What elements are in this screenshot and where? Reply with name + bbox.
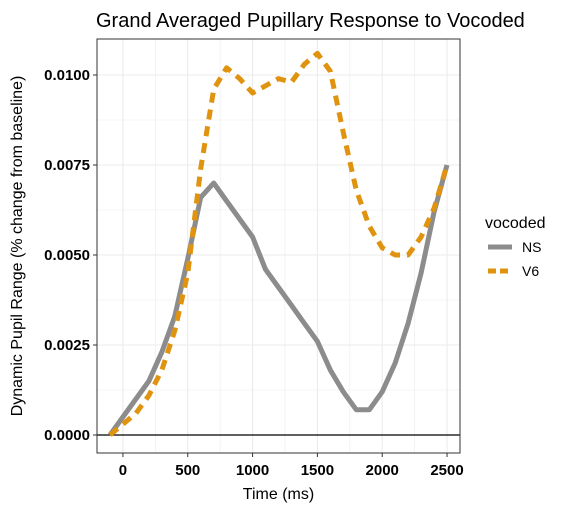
legend-title: vocoded (485, 215, 546, 232)
series-line-ns (107, 164, 450, 437)
y-tick-label: 0.0050 (44, 247, 90, 264)
legend: vocoded NS V6 (485, 215, 546, 279)
series-lines (107, 50, 450, 437)
x-tick-label: 500 (175, 462, 200, 479)
chart-title: Grand Averaged Pupillary Response to Voc… (96, 10, 525, 32)
x-tick-label: 0 (119, 462, 127, 479)
legend-label-v6: V6 (522, 263, 539, 279)
axis-ticks: 0 500 1000 1500 2000 2500 0.0000 0.0025 0.0050 0.… (44, 67, 464, 479)
y-tick-label: 0.0025 (44, 337, 90, 354)
grid-lines (97, 39, 460, 453)
series-line-v6 (108, 50, 450, 437)
y-axis-label: Dynamic Pupil Range (% change from basel… (9, 76, 26, 417)
x-tick-label: 2000 (366, 462, 399, 479)
y-tick-label: 0.0100 (44, 67, 90, 84)
y-tick-label: 0.0075 (44, 157, 90, 174)
x-tick-label: 2500 (430, 462, 463, 479)
y-tick-label: 0.0000 (44, 427, 90, 444)
plot-panel-border (96, 38, 461, 454)
x-tick-label: 1500 (301, 462, 334, 479)
x-axis-label: Time (ms) (243, 486, 314, 503)
legend-label-ns: NS (522, 239, 541, 255)
x-tick-label: 1000 (236, 462, 269, 479)
